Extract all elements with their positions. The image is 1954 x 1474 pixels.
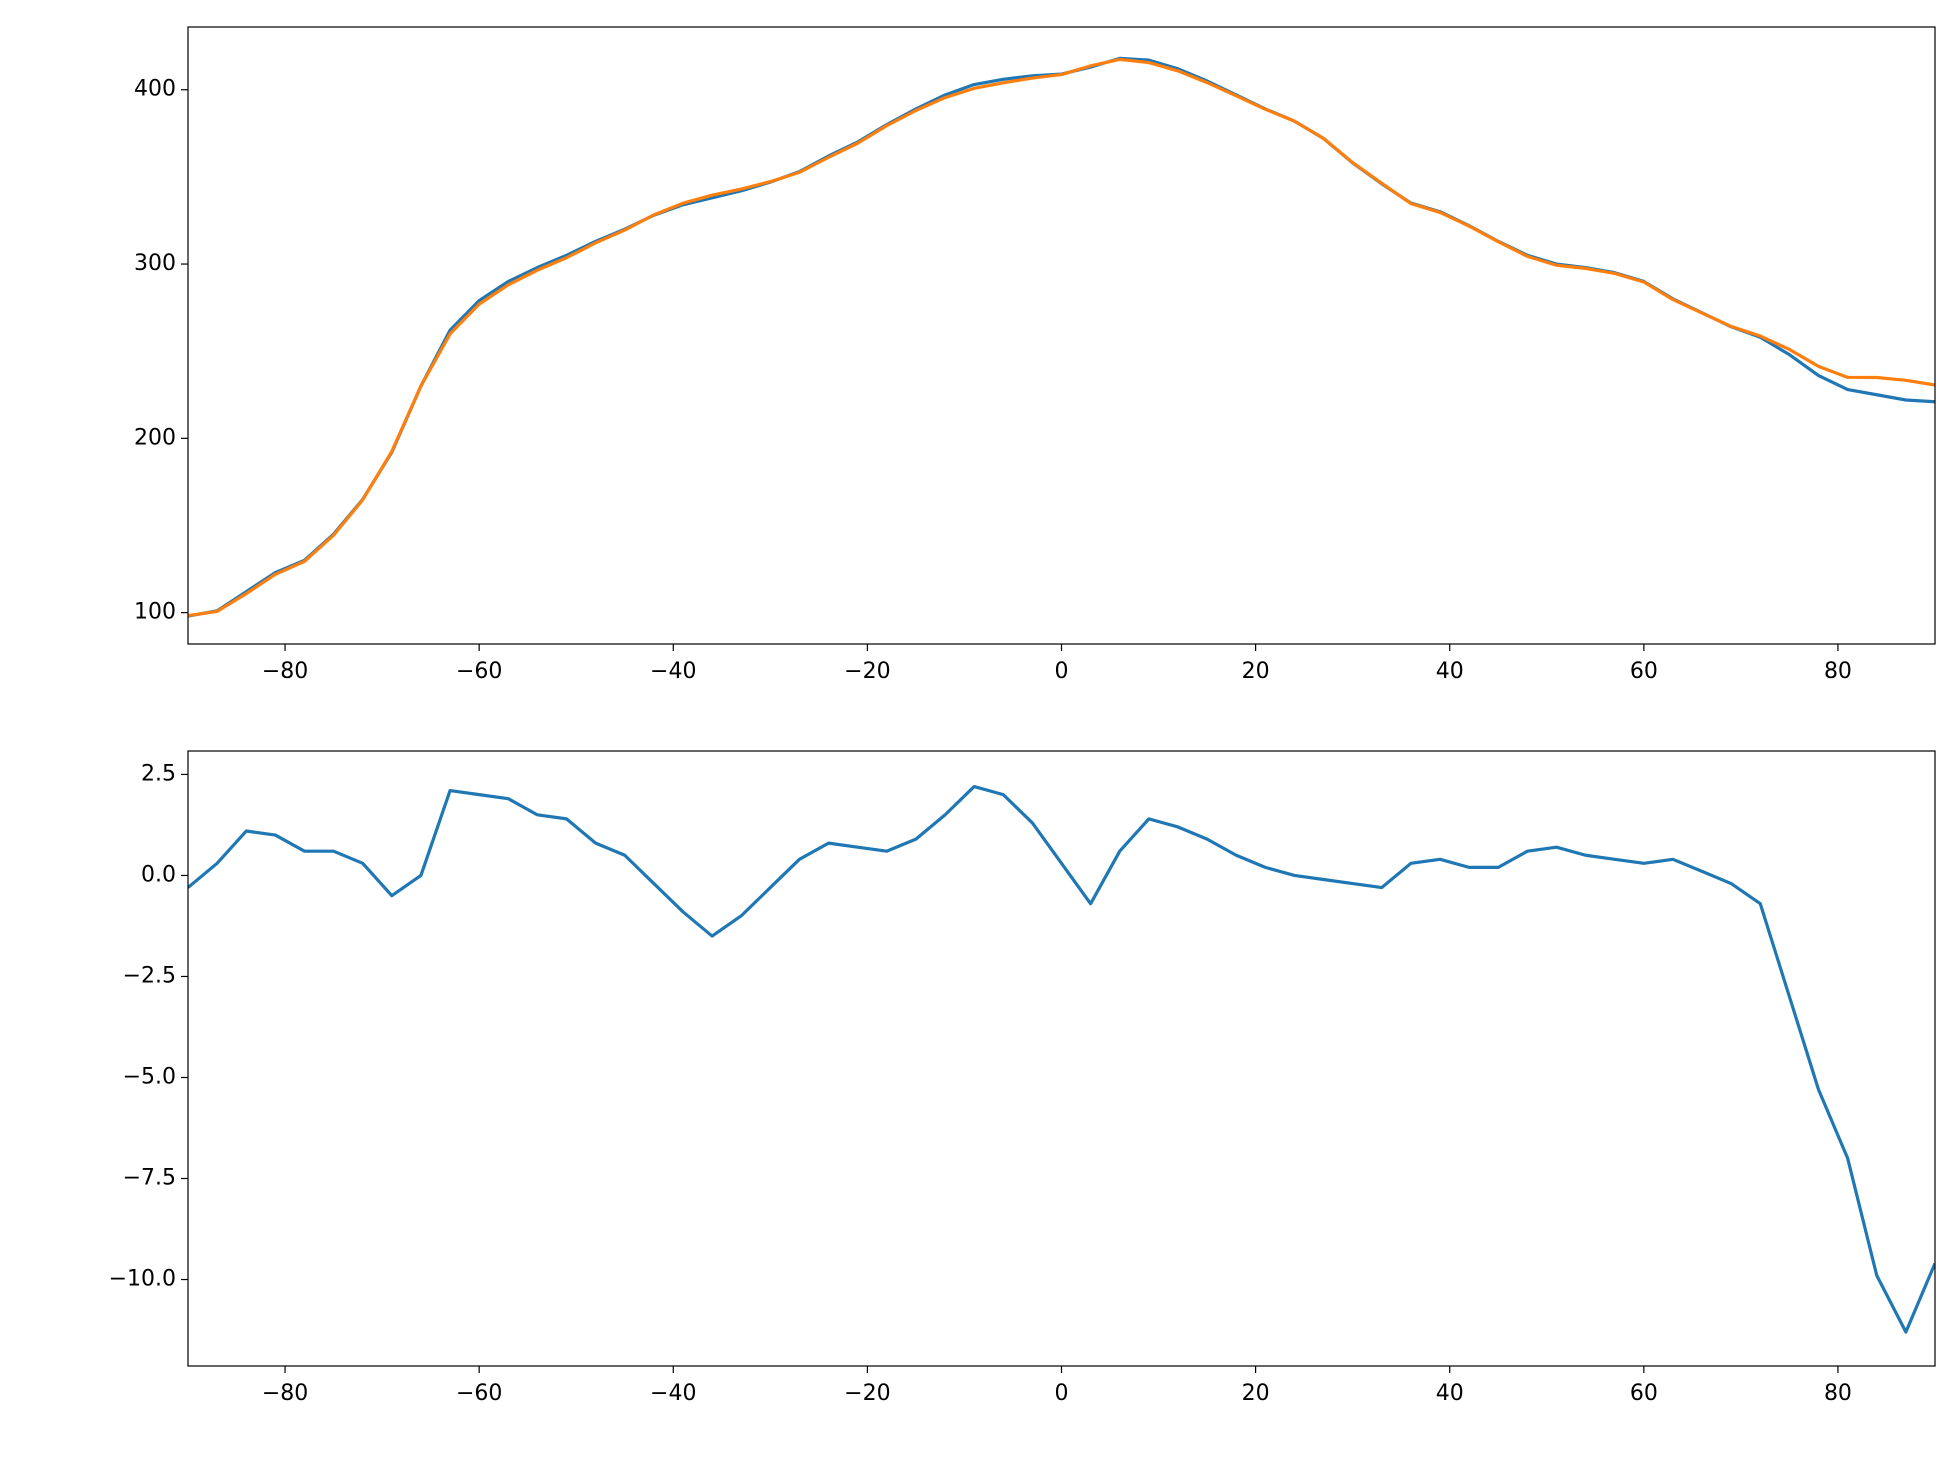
data-line — [188, 57, 1935, 618]
y-tick-label: −10.0 — [109, 1267, 176, 1292]
x-tick-label: 40 — [1436, 659, 1464, 684]
x-tick-label: 20 — [1242, 659, 1270, 684]
y-tick-label: 2.5 — [141, 761, 176, 786]
x-tick-label: 0 — [1055, 1381, 1069, 1406]
x-tick-label: 60 — [1630, 1381, 1658, 1406]
x-tick-label: −60 — [456, 659, 502, 684]
y-tick-label: 0.0 — [141, 862, 176, 887]
x-tick-label: 40 — [1436, 1381, 1464, 1406]
x-tick-label: 80 — [1824, 1381, 1852, 1406]
axes-frame — [187, 750, 1936, 1367]
x-tick-label: −80 — [262, 1381, 308, 1406]
y-tick-label: 100 — [134, 600, 176, 625]
x-tick-label: 0 — [1055, 659, 1069, 684]
x-tick-label: 20 — [1242, 1381, 1270, 1406]
y-tick-label: 400 — [134, 77, 176, 102]
y-tick-label: −2.5 — [123, 963, 176, 988]
x-tick-label: −40 — [650, 1381, 696, 1406]
data-line — [188, 784, 1935, 1334]
x-tick-label: 60 — [1630, 659, 1658, 684]
x-tick-label: −40 — [650, 659, 696, 684]
axes-frame — [187, 26, 1936, 645]
data-line — [188, 56, 1935, 618]
x-tick-label: −80 — [262, 659, 308, 684]
x-tick-label: 80 — [1824, 659, 1852, 684]
x-tick-label: −20 — [844, 659, 890, 684]
y-tick-label: 200 — [134, 425, 176, 450]
x-tick-label: −60 — [456, 1381, 502, 1406]
y-tick-label: −7.5 — [123, 1166, 176, 1191]
y-tick-label: 300 — [134, 251, 176, 276]
y-tick-label: −5.0 — [123, 1064, 176, 1089]
x-tick-label: −20 — [844, 1381, 890, 1406]
